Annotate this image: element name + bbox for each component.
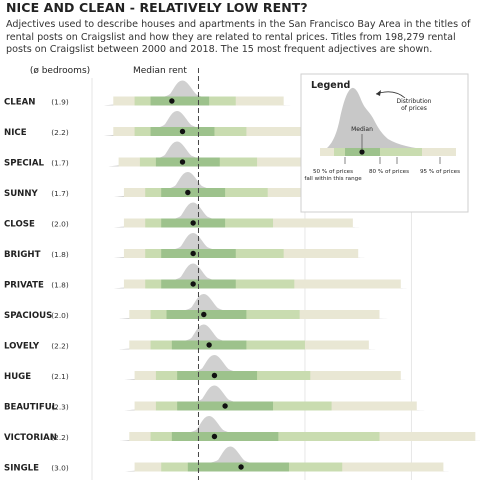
row-label: CLOSE	[4, 220, 35, 230]
row-lovely: LOVELY (2.2)	[4, 324, 379, 352]
row-median-dot	[190, 281, 196, 287]
row-median-dot	[190, 220, 196, 226]
legend-median-dot	[359, 149, 365, 155]
row-median-dot	[201, 311, 207, 318]
row-median-dot	[179, 128, 186, 135]
legend-distribution-label-1: Distribution	[396, 98, 431, 105]
row-iqr-bar	[150, 96, 210, 106]
bedrooms-header: (ø bedrooms)	[30, 66, 90, 76]
row-bedrooms: (2.2)	[51, 128, 69, 137]
row-label: SUNNY	[4, 189, 39, 199]
legend-p80-label: 80 % of prices	[369, 169, 409, 175]
legend-p95-label: 95 % of prices	[420, 169, 460, 175]
row-label: BEAUTIFUL	[4, 403, 58, 413]
row-iqr-bar	[161, 188, 226, 197]
chart-title: NICE AND CLEAN - RELATIVELY LOW RENT?	[6, 0, 308, 15]
row-label: BRIGHT	[4, 250, 41, 260]
legend-distribution-label-2: of prices	[401, 105, 427, 112]
row-median-dot	[179, 159, 186, 165]
row-bedrooms: (2.2)	[51, 433, 69, 442]
row-median-dot	[185, 189, 191, 196]
row-label: NICE	[4, 128, 27, 138]
row-label: LOVELY	[4, 342, 40, 352]
row-huge: HUGE (2.1)	[4, 355, 411, 382]
row-bedrooms: (2.0)	[51, 220, 69, 229]
row-single: SINGLE (3.0)	[4, 446, 454, 474]
row-median-dot	[238, 464, 244, 470]
row-private: PRIVATE (1.8)	[4, 263, 411, 291]
row-bedrooms: (3.0)	[51, 464, 69, 473]
ridgeline-rows: CLEAN (1.9) NICE (2.2) SPECIAL (1.7) SUNNY (1.7…	[4, 80, 480, 474]
row-median-dot	[211, 433, 218, 440]
legend-title: Legend	[311, 80, 350, 91]
row-close: CLOSE (2.0)	[4, 202, 363, 230]
row-median-dot	[211, 372, 218, 379]
row-label: SINGLE	[4, 464, 39, 474]
legend-median-label: Median	[351, 126, 373, 133]
row-bedrooms: (1.8)	[51, 250, 69, 259]
row-label: SPACIOUS	[4, 311, 52, 321]
row-nice: NICE (2.2)	[4, 111, 315, 138]
legend-distribution-shape	[320, 87, 456, 152]
row-bright: BRIGHT (1.8)	[4, 233, 369, 260]
row-bedrooms: (1.9)	[51, 98, 69, 107]
row-label: SPECIAL	[4, 159, 45, 169]
legend-p50-label-2: fall within this range	[304, 176, 362, 182]
row-bedrooms: (2.2)	[51, 342, 69, 351]
row-median-dot	[206, 342, 212, 348]
row-median-dot	[190, 250, 196, 257]
row-sunny: SUNNY (1.7)	[4, 172, 353, 199]
row-special: SPECIAL (1.7)	[4, 141, 321, 169]
row-victorian: VICTORIAN(2.2)	[4, 416, 480, 443]
row-bedrooms: (1.7)	[51, 189, 69, 198]
chart-subtitle: Adjectives used to describe houses and a…	[6, 19, 471, 55]
row-bedrooms: (1.8)	[51, 281, 69, 290]
median-rent-label: Median rent	[133, 66, 187, 76]
row-iqr-bar	[155, 157, 220, 167]
legend: Legend Distribution of prices Median 50 …	[300, 73, 469, 213]
row-label: CLEAN	[4, 98, 36, 108]
row-bedrooms: (2.1)	[51, 372, 69, 381]
row-iqr-bar	[171, 432, 279, 441]
row-label: PRIVATE	[4, 281, 44, 291]
row-spacious: SPACIOUS(2.0)	[4, 294, 390, 321]
row-label: HUGE	[4, 372, 31, 382]
row-label: VICTORIAN	[4, 433, 57, 443]
row-median-dot	[169, 98, 175, 104]
legend-p50-label-1: 50 % of prices	[313, 169, 353, 175]
legend-arrowhead	[376, 90, 381, 96]
row-bedrooms: (2.3)	[51, 403, 69, 412]
row-bedrooms: (1.7)	[51, 159, 69, 168]
row-beautiful: BEAUTIFUL(2.3)	[4, 385, 427, 413]
row-bedrooms: (2.0)	[51, 311, 69, 320]
row-clean: CLEAN (1.9)	[4, 80, 294, 108]
row-median-dot	[222, 403, 228, 409]
